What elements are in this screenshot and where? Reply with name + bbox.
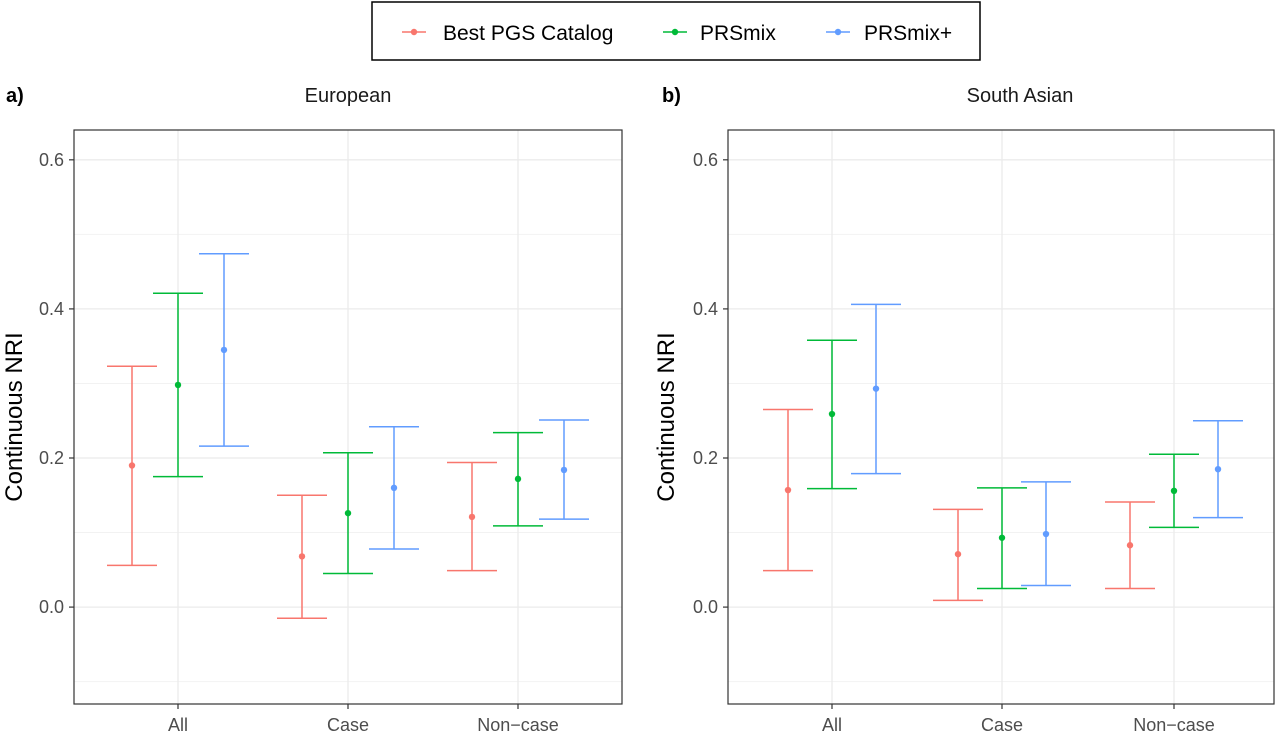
y-axis-title: Continuous NRI bbox=[653, 332, 680, 501]
y-tick-label: 0.0 bbox=[693, 597, 718, 617]
point-estimate bbox=[298, 553, 306, 560]
plot-grid bbox=[74, 130, 622, 704]
legend: Best PGS Catalog PRSmix PRSmix+ bbox=[371, 1, 981, 61]
y-tick-label: 0.4 bbox=[39, 299, 64, 319]
plot-marks bbox=[107, 252, 589, 620]
legend-item-prsmix-plus: PRSmix+ bbox=[826, 22, 952, 45]
legend-item-best-pgs: Best PGS Catalog bbox=[402, 22, 613, 45]
y-tick-label: 0.2 bbox=[693, 448, 718, 468]
point-estimate bbox=[998, 534, 1006, 541]
x-tick-label: Non−case bbox=[477, 715, 559, 734]
point-estimate bbox=[390, 484, 398, 492]
legend-label-best-pgs: Best PGS Catalog bbox=[443, 22, 613, 45]
point-estimate bbox=[344, 509, 352, 517]
panel-title: South Asian bbox=[967, 85, 1074, 107]
point-estimate bbox=[560, 466, 568, 474]
point-estimate bbox=[174, 381, 182, 389]
y-tick-label: 0.6 bbox=[693, 150, 718, 170]
panel-south-asian: b) South Asian Continuous NRI 0.00.20.40… bbox=[653, 85, 1275, 734]
y-axis-title: Continuous NRI bbox=[1, 332, 28, 501]
x-tick-label: Non−case bbox=[1133, 715, 1215, 734]
point-estimate bbox=[468, 513, 476, 521]
panel-tag: a) bbox=[6, 85, 24, 107]
point-estimate bbox=[128, 462, 136, 469]
point-estimate bbox=[872, 385, 880, 392]
point-estimate bbox=[220, 346, 228, 354]
point-estimate bbox=[1042, 530, 1050, 538]
point-estimate bbox=[1170, 487, 1178, 494]
y-axis-ticks: 0.0 0.2 0.4 0.6 bbox=[693, 150, 728, 617]
x-tick-label: Case bbox=[981, 715, 1023, 734]
y-tick-label: 0.6 bbox=[39, 150, 64, 170]
panel-european: a) European Continuous NRI 0.00.20.40.6 … bbox=[1, 85, 623, 734]
plot-border bbox=[727, 129, 1275, 705]
point-estimate bbox=[514, 475, 522, 483]
y-tick-label: 0.4 bbox=[693, 299, 718, 319]
legend-item-prsmix: PRSmix bbox=[663, 22, 776, 45]
panel-tag: b) bbox=[662, 85, 681, 107]
x-axis-ticks: All Case Non−case bbox=[822, 704, 1215, 734]
panel-title: European bbox=[305, 85, 392, 107]
x-axis-ticks: All Case Non−case bbox=[168, 704, 559, 734]
point-estimate bbox=[954, 550, 962, 558]
legend-label-prsmix-plus: PRSmix+ bbox=[864, 22, 952, 45]
x-tick-label: All bbox=[822, 715, 842, 734]
y-tick-label: 0.0 bbox=[39, 597, 64, 617]
point-estimate bbox=[1126, 542, 1134, 549]
legend-label-prsmix: PRSmix bbox=[700, 22, 776, 45]
x-tick-label: All bbox=[168, 715, 188, 734]
point-estimate bbox=[828, 410, 836, 418]
point-estimate bbox=[784, 486, 792, 494]
y-axis-ticks: 0.0 0.2 0.4 0.6 bbox=[39, 150, 74, 617]
plot-grid bbox=[728, 130, 1274, 704]
point-estimate bbox=[1214, 465, 1222, 473]
plot-marks bbox=[763, 303, 1243, 602]
y-tick-label: 0.2 bbox=[39, 448, 64, 468]
x-tick-label: Case bbox=[327, 715, 369, 734]
